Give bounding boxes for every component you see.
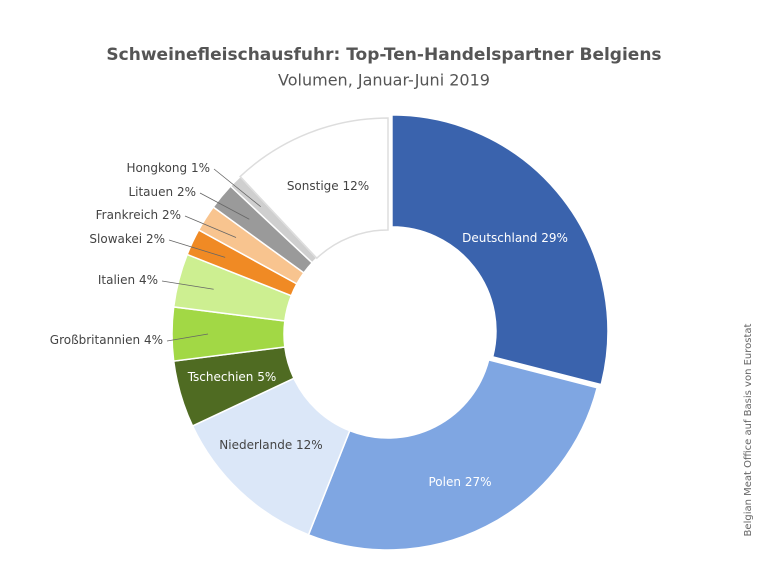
data-label: Tschechien 5% bbox=[187, 370, 277, 384]
donut-slice bbox=[239, 117, 389, 260]
leader-line bbox=[213, 168, 261, 208]
data-label: Großbritannien 4% bbox=[50, 333, 163, 347]
data-label: Hongkong 1% bbox=[126, 161, 210, 175]
category-label: Hongkong bbox=[126, 161, 187, 175]
data-label: Italien 4% bbox=[98, 273, 158, 287]
leader-line bbox=[199, 192, 250, 220]
source-note: Belgian Meat Office auf Basis von Eurost… bbox=[743, 323, 754, 536]
category-label: Niederlande bbox=[219, 438, 292, 452]
category-label: Sonstige bbox=[287, 179, 339, 193]
data-label: Frankreich 2% bbox=[96, 208, 181, 222]
chart-title: Schweinefleischausfuhr: Top-Ten-Handelsp… bbox=[106, 45, 661, 65]
data-label: Sonstige 12% bbox=[287, 179, 369, 193]
category-label: Polen bbox=[429, 475, 461, 489]
category-label: Großbritannien bbox=[50, 333, 140, 347]
category-label: Tschechien bbox=[187, 370, 254, 384]
value-label: 4% bbox=[144, 333, 163, 347]
data-label: Polen 27% bbox=[429, 475, 492, 489]
category-label: Italien bbox=[98, 273, 135, 287]
data-label: Deutschland 29% bbox=[462, 231, 568, 245]
leader-line bbox=[161, 280, 214, 290]
chart-subtitle: Volumen, Januar-Juni 2019 bbox=[278, 71, 490, 90]
leader-line bbox=[166, 333, 209, 342]
leader-line bbox=[184, 215, 237, 238]
category-label: Litauen bbox=[128, 185, 173, 199]
value-label: 5% bbox=[257, 370, 276, 384]
value-label: 27% bbox=[465, 475, 492, 489]
data-label: Litauen 2% bbox=[128, 185, 196, 199]
category-label: Slowakei bbox=[89, 232, 142, 246]
value-label: 2% bbox=[162, 208, 181, 222]
value-label: 12% bbox=[343, 179, 370, 193]
value-label: 4% bbox=[139, 273, 158, 287]
category-label: Frankreich bbox=[96, 208, 158, 222]
value-label: 29% bbox=[541, 231, 568, 245]
category-label: Deutschland bbox=[462, 231, 537, 245]
value-label: 2% bbox=[177, 185, 196, 199]
value-label: 1% bbox=[191, 161, 210, 175]
donut-slice bbox=[391, 114, 609, 386]
value-label: 2% bbox=[146, 232, 165, 246]
value-label: 12% bbox=[296, 438, 323, 452]
data-label: Slowakei 2% bbox=[89, 232, 165, 246]
leader-line bbox=[168, 239, 226, 258]
data-label: Niederlande 12% bbox=[219, 438, 322, 452]
donut-slice bbox=[307, 358, 599, 551]
